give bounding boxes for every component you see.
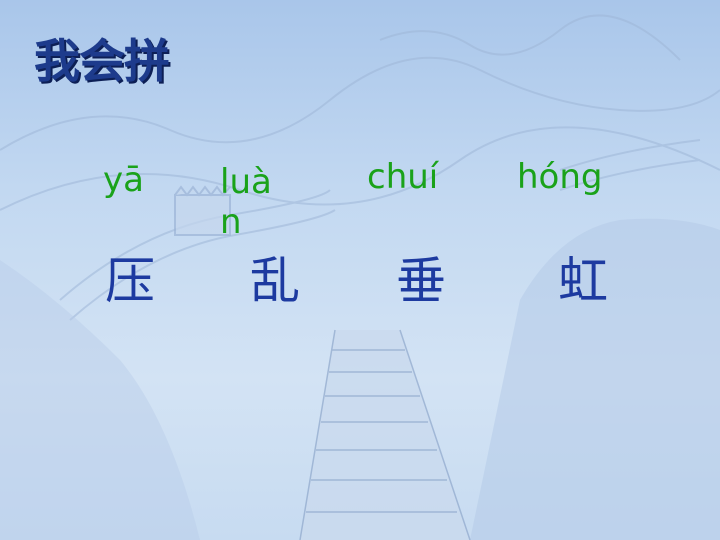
pinyin-ya: yā bbox=[103, 160, 144, 200]
character-hong: 虹 bbox=[558, 252, 608, 310]
pinyin-chui: chuí bbox=[367, 157, 439, 197]
character-luan: 乱 bbox=[250, 252, 300, 310]
pinyin-hong: hóng bbox=[517, 157, 603, 197]
page-title: 我会拼 bbox=[34, 34, 170, 88]
character-ya: 压 bbox=[105, 252, 155, 310]
pinyin-luan: luàn bbox=[220, 162, 272, 242]
character-chui: 垂 bbox=[396, 252, 446, 310]
